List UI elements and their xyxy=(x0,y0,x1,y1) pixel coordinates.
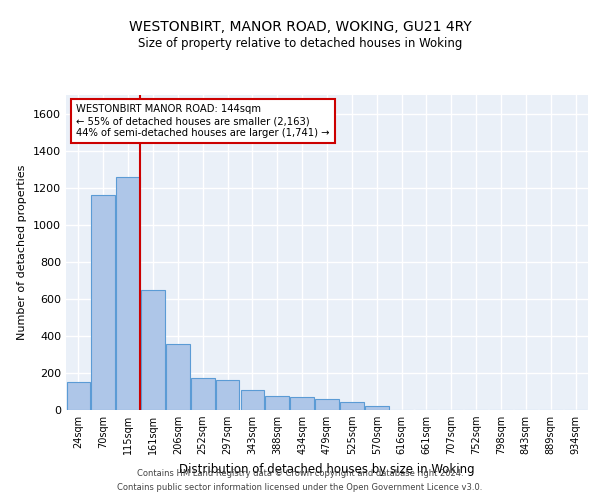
Text: Contains HM Land Registry data © Crown copyright and database right 2024.: Contains HM Land Registry data © Crown c… xyxy=(137,468,463,477)
Text: WESTONBIRT MANOR ROAD: 144sqm
← 55% of detached houses are smaller (2,163)
44% o: WESTONBIRT MANOR ROAD: 144sqm ← 55% of d… xyxy=(76,104,330,138)
Bar xyxy=(290,398,314,410)
Bar xyxy=(265,396,289,410)
Bar xyxy=(141,290,165,410)
Y-axis label: Number of detached properties: Number of detached properties xyxy=(17,165,28,340)
X-axis label: Distribution of detached houses by size in Woking: Distribution of detached houses by size … xyxy=(179,462,475,475)
Text: WESTONBIRT, MANOR ROAD, WOKING, GU21 4RY: WESTONBIRT, MANOR ROAD, WOKING, GU21 4RY xyxy=(128,20,472,34)
Bar xyxy=(91,195,115,410)
Bar xyxy=(216,380,239,410)
Bar xyxy=(315,400,339,410)
Bar xyxy=(365,406,389,410)
Text: Contains public sector information licensed under the Open Government Licence v3: Contains public sector information licen… xyxy=(118,484,482,492)
Bar xyxy=(116,178,140,410)
Bar xyxy=(166,344,190,410)
Text: Size of property relative to detached houses in Woking: Size of property relative to detached ho… xyxy=(138,38,462,51)
Bar xyxy=(340,402,364,410)
Bar xyxy=(191,378,215,410)
Bar xyxy=(67,382,90,410)
Bar xyxy=(241,390,264,410)
